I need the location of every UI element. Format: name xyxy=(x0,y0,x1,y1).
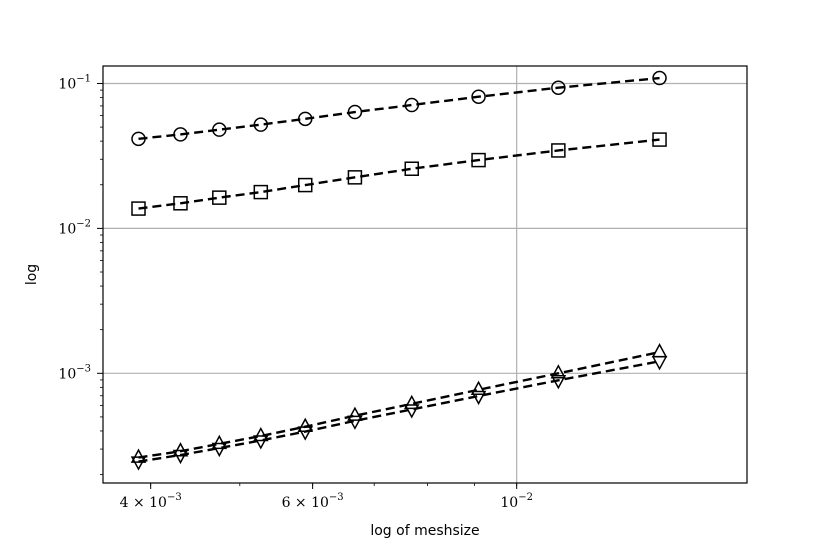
data-point-triangle-up xyxy=(470,380,487,396)
data-point-square xyxy=(131,201,146,216)
data-point-triangle-down xyxy=(470,390,487,406)
series-layer xyxy=(130,70,668,471)
series-circle xyxy=(131,70,667,147)
data-point-circle xyxy=(173,127,188,142)
data-point-circle xyxy=(131,131,146,147)
data-point-circle xyxy=(551,80,566,95)
series-square xyxy=(131,132,667,216)
data-point-triangle-down xyxy=(550,375,567,390)
x-tick-label: 4 × 10−3 xyxy=(120,492,182,511)
data-point-circle xyxy=(347,104,363,120)
data-point-circle xyxy=(404,97,420,113)
data-point-square xyxy=(471,152,486,168)
data-point-circle xyxy=(652,70,667,86)
data-point-square xyxy=(347,170,363,185)
x-axis-label: log of meshsize xyxy=(370,523,479,539)
x-tick-label: 10−2 xyxy=(500,492,533,511)
data-point-square xyxy=(173,196,188,211)
data-point-circle xyxy=(297,111,313,127)
series-line xyxy=(138,360,660,463)
series-line xyxy=(138,350,660,459)
data-point-circle xyxy=(253,117,269,132)
data-point-triangle-down xyxy=(651,356,668,371)
data-point-triangle-up xyxy=(130,448,147,463)
plot-area-frame xyxy=(102,65,748,484)
data-point-triangle-down xyxy=(403,404,420,419)
series-triangle-down xyxy=(130,356,668,471)
data-point-triangle-up xyxy=(550,364,567,379)
data-point-triangle-up xyxy=(253,426,269,442)
data-point-triangle-up xyxy=(347,406,363,421)
data-point-triangle-down xyxy=(211,442,228,458)
data-point-square xyxy=(551,143,566,158)
y-axis-label: log xyxy=(24,264,40,285)
y-tick-label: 10−3 xyxy=(58,363,91,382)
data-point-circle xyxy=(212,122,227,137)
series-line xyxy=(138,138,660,210)
data-point-square xyxy=(297,177,313,193)
data-point-square xyxy=(212,190,227,205)
data-point-triangle-up xyxy=(211,434,228,450)
x-tick-label: 6 × 10−3 xyxy=(282,492,344,511)
y-tick-label: 10−2 xyxy=(58,218,91,237)
data-point-triangle-down xyxy=(253,435,269,450)
series-triangle-up xyxy=(130,343,668,463)
data-point-triangle-down xyxy=(347,415,363,430)
data-point-triangle-down xyxy=(130,456,147,471)
data-point-triangle-down xyxy=(297,426,313,441)
axis-ticks: 10−1 10−2 10−3 4 × 10−3 6 × 10−3 10−2 xyxy=(58,73,533,511)
data-point-circle xyxy=(471,89,486,104)
data-point-square xyxy=(404,161,420,176)
y-tick-label: 10−1 xyxy=(58,73,91,92)
data-point-triangle-down xyxy=(172,449,189,465)
series-line xyxy=(138,76,660,141)
data-point-triangle-up xyxy=(651,343,668,358)
grid xyxy=(103,66,747,483)
data-point-square xyxy=(652,132,667,147)
data-point-square xyxy=(253,184,269,200)
data-point-triangle-up xyxy=(403,394,420,410)
